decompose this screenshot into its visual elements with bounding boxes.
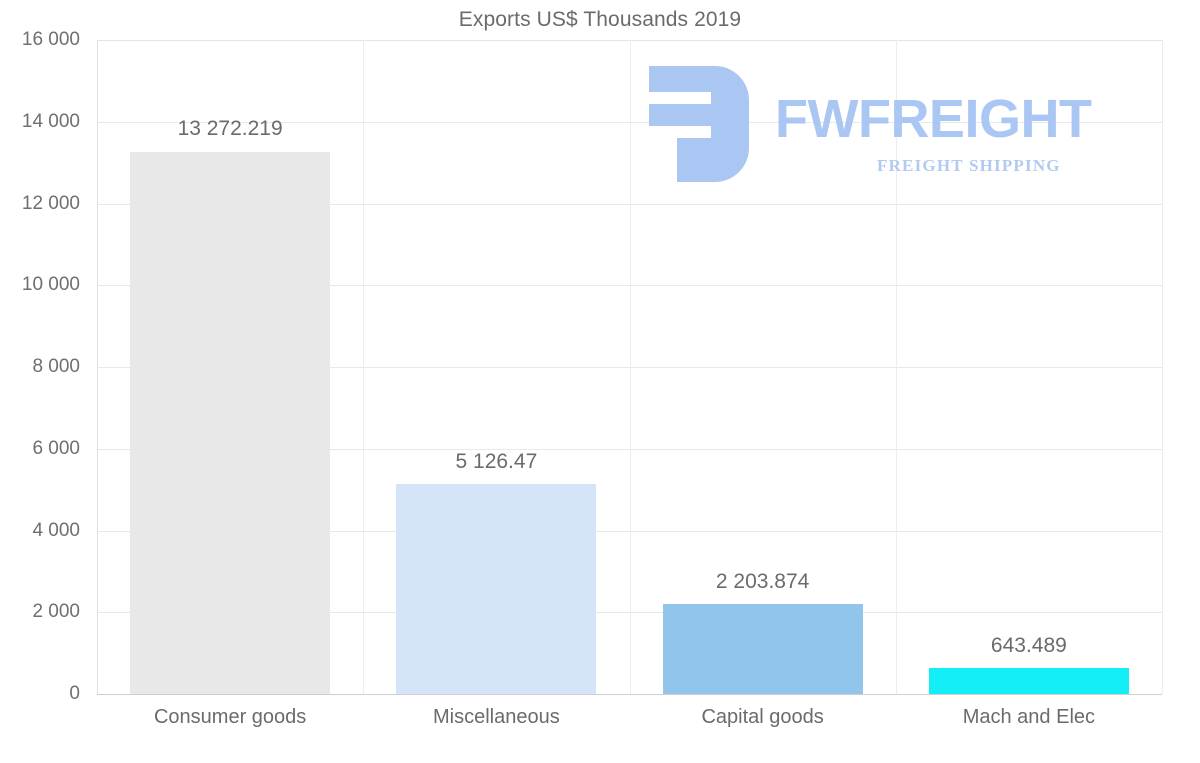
x-axis-tick-label: Miscellaneous bbox=[433, 706, 560, 728]
bar[interactable] bbox=[662, 603, 863, 694]
bar[interactable] bbox=[928, 667, 1129, 694]
gridline-vertical bbox=[896, 40, 897, 694]
gridline-horizontal bbox=[97, 285, 1162, 287]
chart-title: Exports US$ Thousands 2019 bbox=[458, 8, 742, 31]
bar[interactable] bbox=[396, 484, 597, 694]
y-axis-tick-label: 8 000 bbox=[32, 356, 80, 377]
bar-value-label: 643.489 bbox=[990, 633, 1067, 657]
gridline-horizontal bbox=[97, 367, 1162, 368]
bar-value-label: 2 203.874 bbox=[715, 569, 810, 593]
y-axis-tick-label: 6 000 bbox=[32, 437, 80, 459]
bar-value-label: 5 126.47 bbox=[455, 450, 538, 474]
gridline-horizontal bbox=[97, 203, 1162, 205]
gridline-horizontal bbox=[97, 40, 1162, 41]
y-axis-tick-label: 16 000 bbox=[21, 29, 80, 50]
gridline-vertical bbox=[1162, 40, 1163, 694]
bar-value-label: 13 272.219 bbox=[177, 117, 283, 141]
gridline-horizontal bbox=[97, 694, 1162, 695]
y-axis-tick-label: 4 000 bbox=[32, 519, 80, 541]
x-axis-tick-label: Consumer goods bbox=[153, 706, 307, 728]
y-axis-tick-label: 0 bbox=[69, 683, 80, 704]
y-axis-tick-label: 2 000 bbox=[32, 601, 80, 623]
x-axis-tick-label: Mach and Elec bbox=[962, 706, 1096, 728]
y-axis-tick-label: 12 000 bbox=[21, 192, 80, 214]
bar[interactable] bbox=[130, 151, 331, 694]
gridline-horizontal bbox=[97, 612, 1162, 614]
gridline-horizontal bbox=[97, 448, 1162, 450]
y-axis-tick-label: 10 000 bbox=[21, 274, 80, 296]
x-axis-tick-label: Capital goods bbox=[701, 706, 824, 728]
gridline-horizontal bbox=[97, 121, 1162, 123]
gridline-horizontal bbox=[97, 530, 1162, 532]
axis-line-vertical bbox=[97, 40, 98, 694]
y-axis-tick-label: 14 000 bbox=[21, 110, 80, 132]
gridline-vertical bbox=[363, 40, 364, 694]
gridline-vertical bbox=[630, 40, 631, 694]
plot-area bbox=[97, 40, 1163, 695]
